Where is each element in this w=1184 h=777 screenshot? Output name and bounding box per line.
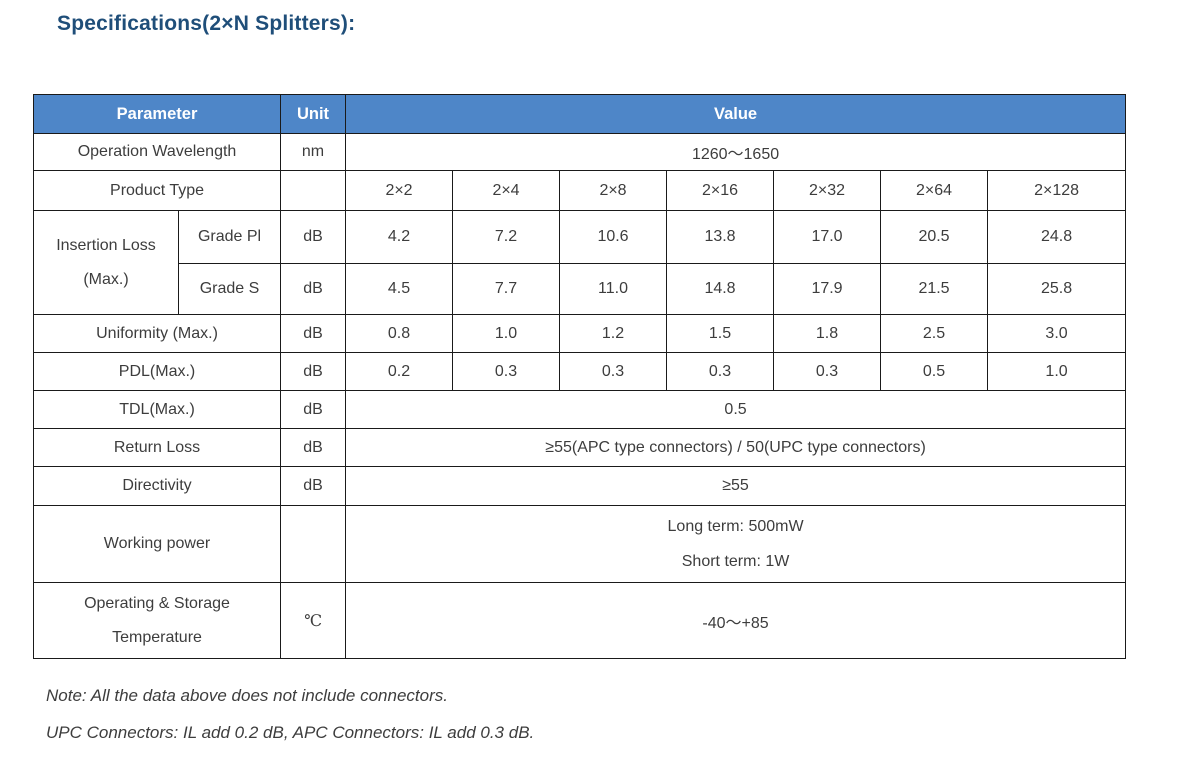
param-label: PDL(Max.) [32,352,282,391]
footnotes: Note: All the data above does not includ… [46,686,534,760]
value-cell: 14.8 [666,263,775,315]
value-cell: 7.7 [452,263,561,315]
value-cell: 25.8 [987,263,1127,315]
value-cell: 13.8 [666,210,775,264]
row-return-loss: Return Loss dB ≥55(APC type connectors) … [32,428,1127,467]
value-cell: 3.0 [987,314,1127,353]
unit-cell: dB [280,352,347,391]
note-il-add: UPC Connectors: IL add 0.2 dB, APC Conne… [46,723,535,742]
row-directivity: Directivity dB ≥55 [32,466,1127,506]
working-power-long-term: Long term: 500mW [667,517,804,535]
row-insertion-loss-grade-s: Grade S dB 4.5 7.7 11.0 14.8 17.9 21.5 2… [34,263,1127,315]
grade-label: Grade Pl [177,210,282,264]
temperature-label-line2: Temperature [112,628,202,646]
value-cell: 0.3 [773,352,882,391]
value-cell: 0.5 [880,352,989,391]
value-cell: 1.0 [452,314,561,353]
page-title: Specifications(2×N Splitters): [57,12,356,35]
value-cell: 1.0 [987,352,1127,391]
value-cell: 7.2 [452,210,561,264]
value-cell: 1.5 [666,314,775,353]
unit-cell: dB [280,428,347,467]
value-cell: 4.2 [345,210,454,264]
header-value: Value [345,94,1127,134]
value-cell: 2.5 [880,314,989,353]
value-cell: 1.2 [559,314,668,353]
value-cell: 2×64 [880,170,989,211]
unit-cell: dB [280,210,347,264]
value-cell: Long term: 500mW Short term: 1W [345,505,1127,583]
unit-cell: dB [280,466,347,506]
working-power-short-term: Short term: 1W [681,552,790,570]
value-cell: 1.8 [773,314,882,353]
table-header-row: Parameter Unit Value [32,94,1127,134]
value-cell: 0.3 [666,352,775,391]
unit-cell [280,170,347,211]
value-cell: 24.8 [987,210,1127,264]
value-cell: 0.8 [345,314,454,353]
temperature-label-line1: Operating & Storage [84,594,230,612]
value-cell: 20.5 [880,210,989,264]
param-label: Directivity [32,466,282,506]
row-temperature: Operating & Storage Temperature ℃ -40～+8… [32,582,1127,659]
row-product-type: Product Type 2×2 2×4 2×8 2×16 2×32 2×64 … [32,170,1127,211]
row-operation-wavelength: Operation Wavelength nm 1260～1650 [32,133,1127,171]
param-label: Operation Wavelength [32,133,282,171]
insertion-loss-line1: Insertion Loss [56,236,156,254]
unit-cell: nm [280,133,347,171]
header-parameter: Parameter [32,94,282,134]
row-insertion-loss-grade-pl: Insertion Loss (Max.) Grade Pl dB 4.2 7.… [33,210,1127,315]
value-cell: 2×32 [773,170,882,211]
value-cell: 0.3 [452,352,561,391]
value-cell: 2×16 [666,170,775,211]
value-cell: 1260～1650 [345,133,1127,171]
row-working-power: Working power Long term: 500mW Short ter… [32,505,1127,583]
unit-cell: ℃ [280,582,347,659]
unit-cell: dB [280,390,347,429]
row-tdl: TDL(Max.) dB 0.5 [32,390,1127,429]
value-cell: 21.5 [880,263,989,315]
value-cell: 2×8 [559,170,668,211]
row-pdl: PDL(Max.) dB 0.2 0.3 0.3 0.3 0.3 0.5 1.0 [32,352,1127,391]
unit-cell: dB [280,263,347,315]
param-label-insertion-loss: Insertion Loss (Max.) [33,210,179,315]
value-cell: 0.2 [345,352,454,391]
value-cell: 0.5 [345,390,1127,429]
header-unit: Unit [280,94,347,134]
value-cell: 17.9 [773,263,882,315]
row-uniformity: Uniformity (Max.) dB 0.8 1.0 1.2 1.5 1.8… [32,314,1127,353]
value-cell: 2×2 [345,170,454,211]
value-cell: ≥55(APC type connectors) / 50(UPC type c… [345,428,1127,467]
note-connectors: Note: All the data above does not includ… [46,686,448,705]
value-cell: 2×4 [452,170,561,211]
value-cell: 11.0 [559,263,668,315]
insertion-loss-line2: (Max.) [83,270,129,288]
param-label: Uniformity (Max.) [32,314,282,353]
unit-cell: dB [280,314,347,353]
value-cell: 0.3 [559,352,668,391]
grade-label: Grade S [177,263,282,315]
value-cell: 17.0 [773,210,882,264]
param-label: Return Loss [32,428,282,467]
value-cell: 10.6 [559,210,668,264]
unit-cell [280,505,347,583]
param-label: TDL(Max.) [32,390,282,429]
param-label: Working power [32,505,282,583]
value-cell: 2×128 [987,170,1127,211]
param-label: Product Type [32,170,282,211]
value-cell: -40～+85 [345,582,1127,659]
value-cell: 4.5 [345,263,454,315]
param-label-temperature: Operating & Storage Temperature [32,582,282,659]
value-cell: ≥55 [345,466,1127,506]
specifications-table: Parameter Unit Value Operation Wavelengt… [32,94,1127,659]
